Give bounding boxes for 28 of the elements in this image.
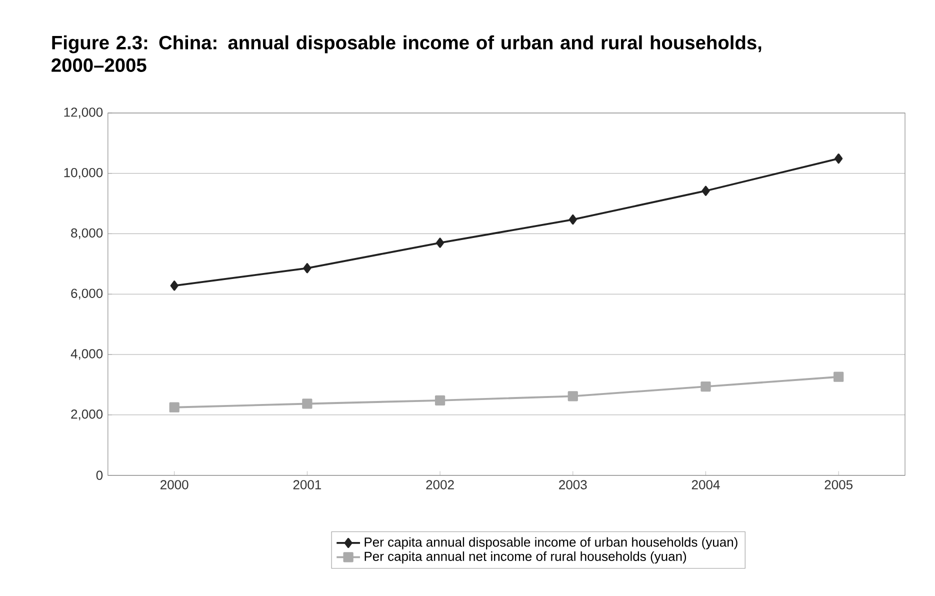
- point: [169, 402, 180, 412]
- legend-label: Per capita annual net income of rural households (yuan): [364, 551, 686, 564]
- point: [834, 372, 844, 382]
- point: [436, 238, 444, 248]
- point: [434, 395, 446, 406]
- y-tick-label: 6,000: [71, 288, 103, 300]
- x-tick-label: 2000: [160, 480, 188, 490]
- point: [303, 263, 312, 274]
- y-tick-label: 10,000: [64, 168, 103, 179]
- x-tick-label: 2001: [293, 480, 322, 490]
- point: [834, 153, 843, 164]
- point: [700, 381, 711, 392]
- point: [702, 186, 710, 196]
- legend-label: Per capita annual disposable income of urban households (yuan): [364, 537, 738, 550]
- point: [568, 214, 577, 225]
- x-tick-label: 2003: [559, 480, 587, 490]
- y-tick-label: 4,000: [70, 349, 103, 360]
- chart-title: Figure 2.3: China: annual disposable income of urban and rural households, 2000–2005: [52, 35, 762, 72]
- point: [568, 391, 578, 402]
- point: [302, 398, 312, 409]
- y-tick-label: 0: [96, 470, 103, 480]
- y-tick-label: 2,000: [71, 410, 103, 420]
- x-tick-label: 2002: [426, 480, 454, 490]
- y-tick-label: 12,000: [64, 108, 103, 118]
- point: [170, 280, 178, 291]
- x-tick-label: 2004: [692, 480, 720, 490]
- x-tick-label: 2005: [824, 480, 853, 490]
- y-tick-label: 8,000: [71, 228, 103, 240]
